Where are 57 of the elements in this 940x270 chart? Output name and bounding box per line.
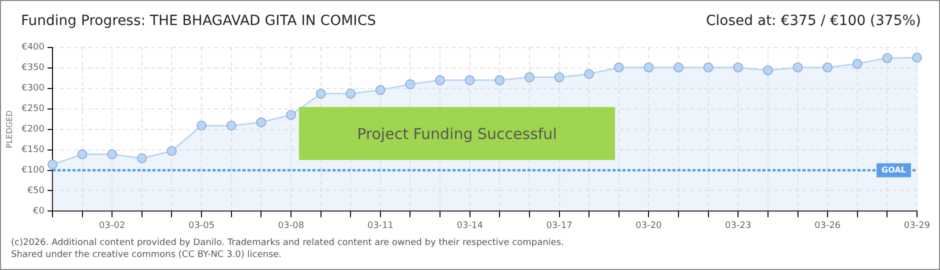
y-tick-label: €300 [22,84,45,94]
point [435,75,446,86]
x-tick-label: 03-17 [546,220,572,231]
point [733,62,744,72]
x-tick-label: 03-29 [904,220,930,231]
y-tick-label: €0 [33,206,45,217]
point [762,65,773,76]
point [136,153,147,164]
chart-subtitle: Closed at: €375 / €100 (375%) [706,13,921,29]
point [674,62,684,72]
y-tick-label: €100 [22,166,45,176]
x-tick-label: 03-11 [367,220,394,231]
point [614,62,624,72]
x-tick-label: 03-20 [636,220,662,231]
point [226,120,236,131]
y-tick-label: €50 [27,186,45,196]
y-tick-label: €150 [22,145,45,156]
x-tick-label: 03-05 [188,220,215,231]
point [464,75,475,86]
y-axis-title: PLEDGED [4,110,14,148]
point [196,120,207,131]
point [584,69,594,80]
point [852,58,862,69]
text: (c)2026. Additional content provided by Danilo. Trademarks and related content are owned by their respective companies. [11,237,564,249]
point [166,146,177,156]
y-tick-label: €350 [22,63,45,74]
point [703,62,714,72]
x-tick-label: 03-08 [278,220,304,231]
x-tick-label: 03-26 [814,220,841,231]
y-tick-label: €250 [22,104,45,114]
y-tick-label: €200 [22,124,45,135]
point [107,149,118,160]
x-tick-label: 03-02 [99,220,126,231]
point [792,62,803,72]
point [346,88,356,99]
success-banner: Project Funding Successful [299,107,615,160]
y-tick-label: €400 [22,42,45,53]
point [256,117,266,128]
point [375,84,386,95]
x-tick-label: 03-14 [456,220,484,231]
point [77,149,88,160]
text: Shared under the creative commons (CC BY-NC 3.0) license. [11,249,283,261]
point [644,62,654,72]
point [316,88,326,99]
chart-title: Funding Progress: THE BHAGAVAD GITA IN COMICS [21,13,376,29]
point [405,79,416,90]
point [494,75,505,86]
point [524,72,534,82]
point [822,62,833,72]
point [48,160,58,170]
x-tick-label: 03-23 [725,220,752,231]
point [554,72,564,82]
annotation: Project Funding Successful [357,124,557,142]
ref-line-label: GOAL [882,165,906,174]
point [912,52,922,63]
point [286,110,296,120]
point [882,53,892,64]
